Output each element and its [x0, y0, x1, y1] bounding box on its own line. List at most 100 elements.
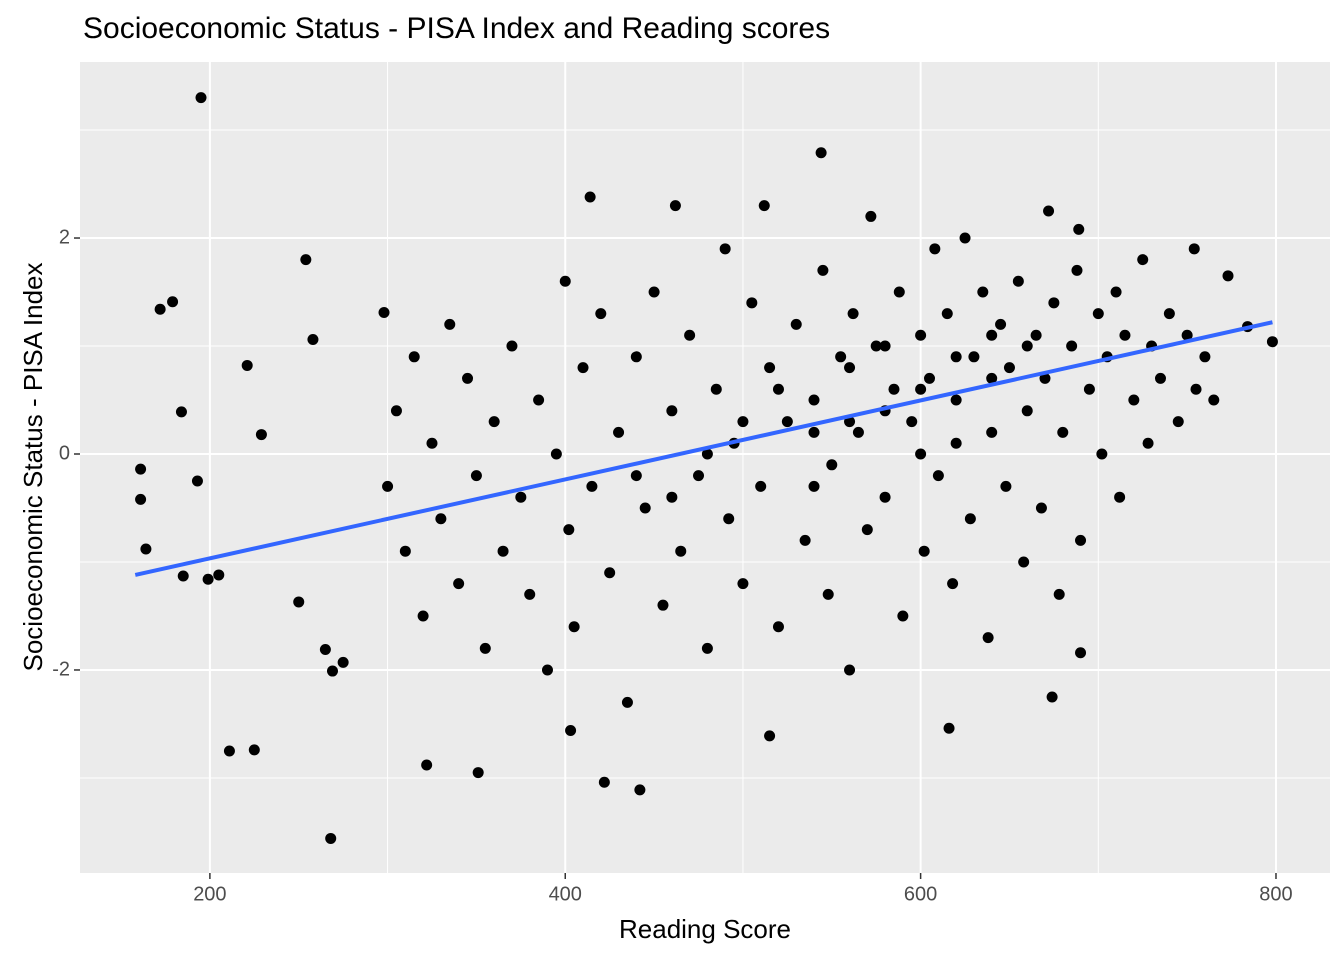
point [382, 480, 394, 492]
point [1142, 437, 1154, 449]
y-tick-label: 2 [59, 226, 70, 248]
point [524, 588, 536, 600]
point [701, 642, 713, 654]
point [223, 745, 235, 757]
point [950, 394, 962, 406]
point [378, 307, 390, 319]
point [844, 664, 856, 676]
point [995, 318, 1007, 330]
point [255, 429, 267, 441]
point [488, 416, 500, 428]
point [497, 545, 509, 557]
point [135, 493, 147, 505]
point [1039, 372, 1051, 384]
point [453, 578, 465, 590]
point [1048, 297, 1060, 309]
point [515, 491, 527, 503]
point [1012, 275, 1024, 287]
point [1096, 448, 1108, 460]
point [666, 491, 678, 503]
point [1092, 308, 1104, 320]
point [844, 362, 856, 374]
point [1266, 336, 1278, 348]
point [906, 416, 918, 428]
point [684, 329, 696, 341]
point [1075, 534, 1087, 546]
point [943, 722, 955, 734]
point [986, 329, 998, 341]
point [1046, 691, 1058, 703]
point [950, 351, 962, 363]
point [648, 286, 660, 298]
point [1208, 394, 1220, 406]
point [772, 383, 784, 395]
axes: 200 400 600 800 -2 0 2 [52, 226, 1292, 905]
point [140, 543, 152, 555]
point [325, 832, 337, 844]
point [790, 318, 802, 330]
point [950, 437, 962, 449]
point [1003, 362, 1015, 374]
point [799, 534, 811, 546]
point [861, 524, 873, 536]
point [915, 448, 927, 460]
point [248, 744, 260, 756]
y-axis-label: Socioeconomic Status - PISA Index [18, 263, 48, 672]
point [1073, 223, 1085, 235]
point [822, 588, 834, 600]
point [1222, 270, 1234, 282]
point [604, 567, 616, 579]
point [808, 480, 820, 492]
point [563, 524, 575, 536]
point [959, 232, 971, 244]
point [565, 724, 577, 736]
point [568, 621, 580, 633]
point [1083, 383, 1095, 395]
points [134, 92, 1278, 844]
chart-title: Socioeconomic Status - PISA Index and Re… [83, 12, 830, 45]
point [307, 334, 319, 346]
point [191, 475, 203, 487]
x-tick-label: 400 [549, 883, 582, 905]
point [1110, 286, 1122, 298]
point [426, 437, 438, 449]
point [195, 92, 207, 104]
point [293, 596, 305, 608]
point [621, 696, 633, 708]
point [470, 470, 482, 482]
point [1057, 426, 1069, 438]
point [710, 383, 722, 395]
point [1075, 647, 1087, 659]
point [541, 664, 553, 676]
point [986, 426, 998, 438]
point [929, 243, 941, 255]
point [1181, 329, 1193, 341]
point [918, 545, 930, 557]
x-axis-label: Reading Score [619, 914, 791, 944]
x-tick-label: 800 [1259, 883, 1292, 905]
x-tick-label: 200 [193, 883, 226, 905]
point [1128, 394, 1140, 406]
point [213, 569, 225, 581]
point [1119, 329, 1131, 341]
point [1190, 383, 1202, 395]
point [1035, 502, 1047, 514]
point [506, 340, 518, 352]
point [893, 286, 905, 298]
point [1188, 243, 1200, 255]
point [613, 426, 625, 438]
point [1021, 405, 1033, 417]
point [666, 405, 678, 417]
point [1114, 491, 1126, 503]
point [897, 610, 909, 622]
point [241, 359, 253, 371]
point [202, 573, 214, 585]
point [584, 191, 596, 203]
point [764, 362, 776, 374]
point [835, 351, 847, 363]
point [657, 599, 669, 611]
y-tick-label: -2 [52, 658, 70, 680]
point [472, 767, 484, 779]
